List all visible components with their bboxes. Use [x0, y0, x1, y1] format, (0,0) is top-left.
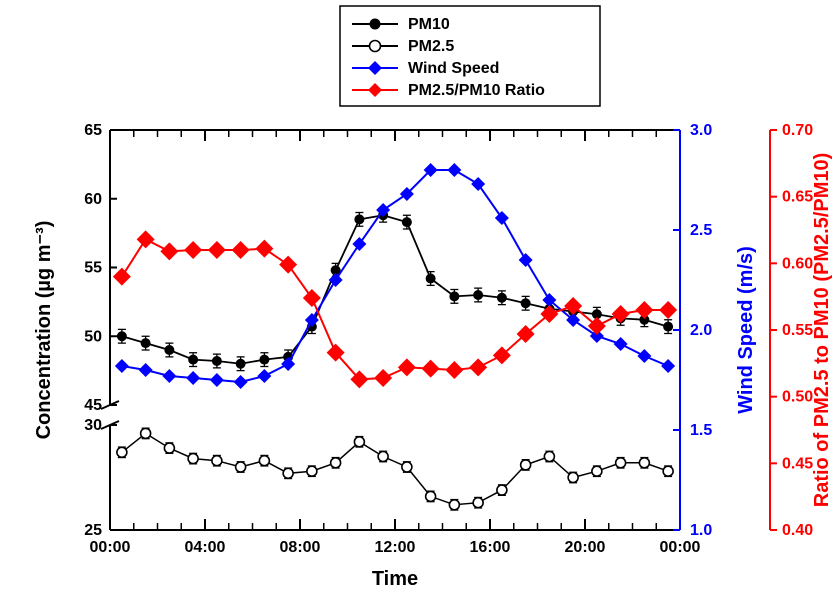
- y-right1-axis-label: Wind Speed (m/s): [735, 246, 757, 414]
- y-left-tick-label: 65: [84, 122, 102, 139]
- y-left-tick-label: 45: [84, 397, 102, 414]
- y-right2-tick-label: 0.70: [782, 122, 813, 139]
- x-tick-label: 04:00: [185, 539, 226, 556]
- y-right2-tick-label: 0.60: [782, 255, 813, 272]
- x-axis-label: Time: [372, 568, 418, 590]
- y-left-axis-label: Concentration (µg m⁻³): [33, 221, 55, 440]
- y-right1-tick-label: 2.0: [690, 322, 712, 339]
- legend-label: PM2.5/PM10 Ratio: [408, 82, 545, 99]
- y-right2-tick-label: 0.50: [782, 389, 813, 406]
- series-line: [122, 170, 668, 382]
- y-right1-tick-label: 1.5: [690, 422, 712, 439]
- y-right1-tick-label: 1.0: [690, 522, 712, 539]
- y-left-tick-label: 55: [84, 260, 102, 277]
- x-tick-label: 16:00: [470, 539, 511, 556]
- y-right2-axis-label: Ratio of PM2.5 to PM10 (PM2.5/PM10): [811, 153, 833, 508]
- legend-label: Wind Speed: [408, 60, 499, 77]
- x-tick-label: 00:00: [90, 539, 131, 556]
- y-right2-tick-label: 0.65: [782, 189, 813, 206]
- y-right1-tick-label: 3.0: [690, 122, 712, 139]
- y-left-tick-label: 30: [84, 417, 102, 434]
- x-tick-label: 08:00: [280, 539, 321, 556]
- x-tick-label: 12:00: [375, 539, 416, 556]
- multi-axis-chart: 00:00 04:00 08:00 12:00 16:00 20:00 00:00 Time 2…: [0, 0, 837, 611]
- series-line: [122, 433, 668, 504]
- y-left-tick-label: 60: [84, 191, 102, 208]
- y-right1-tick-label: 2.5: [690, 222, 712, 239]
- y-right2-tick-label: 0.45: [782, 455, 813, 472]
- legend-label: PM10: [408, 16, 450, 33]
- series-line: [122, 215, 668, 364]
- x-tick-label: 00:00: [660, 539, 701, 556]
- y-right2-tick-label: 0.40: [782, 522, 813, 539]
- y-left-tick-label: 25: [84, 522, 102, 539]
- series-line: [122, 239, 668, 379]
- x-tick-label: 20:00: [565, 539, 606, 556]
- y-right2-tick-label: 0.55: [782, 322, 813, 339]
- legend-label: PM2.5: [408, 38, 454, 55]
- y-left-tick-label: 50: [84, 328, 102, 345]
